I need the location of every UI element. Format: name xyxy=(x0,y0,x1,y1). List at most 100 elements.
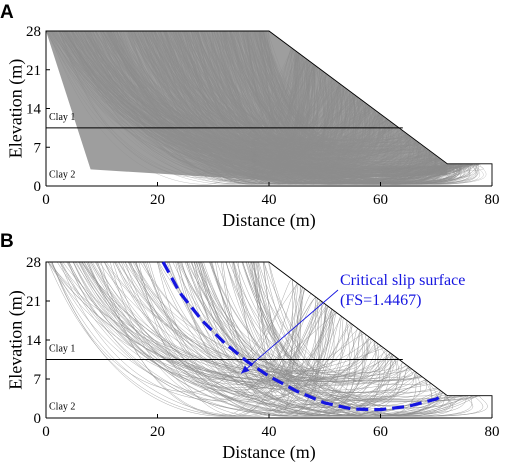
trial-slip-surface xyxy=(253,31,455,180)
layer-label-clay2: Clay 2 xyxy=(49,170,75,181)
trial-slip-surface xyxy=(106,262,389,375)
trial-slip-surface xyxy=(242,262,391,384)
trial-slip-surface xyxy=(88,262,365,390)
trial-slip-surface xyxy=(237,262,305,393)
trial-slip-surface xyxy=(190,262,409,409)
y-axis-label: Elevation (m) xyxy=(5,59,26,158)
y-tick-label: 14 xyxy=(26,102,42,118)
trial-slip-surface xyxy=(58,31,301,167)
trial-slip-surface xyxy=(254,31,423,177)
trial-slip-surface xyxy=(58,31,425,157)
trial-slip-surface xyxy=(258,262,479,415)
trial-slip-surface xyxy=(99,31,347,185)
trial-slip-surface xyxy=(268,31,331,152)
trial-slip-surface xyxy=(163,31,487,185)
trial-slip-surface xyxy=(100,262,298,416)
trial-slip-surface xyxy=(201,262,348,415)
trial-slip-surface xyxy=(134,262,365,379)
y-tick-label: 14 xyxy=(26,333,42,349)
trial-slip-surface xyxy=(104,262,370,414)
trial-slip-surface xyxy=(95,31,480,185)
trial-slip-surface xyxy=(209,31,408,185)
trial-slip-surface xyxy=(209,262,394,380)
x-tick-label: 60 xyxy=(373,192,388,208)
y-tick-label: 0 xyxy=(34,179,42,195)
trial-slip-surface xyxy=(231,262,337,396)
trial-slip-surface xyxy=(143,31,331,175)
trial-slip-surface xyxy=(134,31,303,174)
trial-slip-surface xyxy=(186,262,473,417)
trial-slip-surface xyxy=(257,262,302,414)
trial-slip-surface xyxy=(80,31,361,185)
trial-slip-surface xyxy=(181,262,358,417)
trial-slip-surface xyxy=(253,262,303,372)
trial-slip-surface xyxy=(51,262,325,417)
trial-slip-surface xyxy=(197,31,301,163)
trial-slip-surface xyxy=(116,262,416,409)
trial-slip-surface xyxy=(268,262,391,385)
x-tick-label: 60 xyxy=(373,424,388,440)
panel-letter-b: B xyxy=(0,231,14,252)
trial-slip-surface xyxy=(90,262,475,417)
trial-slip-surface xyxy=(200,31,391,152)
trial-slip-surface xyxy=(135,31,395,185)
x-axis-label: Distance (m) xyxy=(222,442,315,463)
trial-slip-surface xyxy=(65,31,388,185)
trial-slip-surface xyxy=(46,31,422,180)
y-tick-label: 28 xyxy=(26,24,41,40)
trial-slip-surface xyxy=(192,31,416,163)
trial-slip-surface xyxy=(145,262,306,383)
trial-slip-surface xyxy=(175,31,455,185)
x-tick-label: 20 xyxy=(150,192,165,208)
trial-slip-surface xyxy=(193,31,410,144)
trial-slip-surface xyxy=(59,262,317,401)
trial-slip-surface xyxy=(78,31,341,153)
trial-slip-surface xyxy=(79,31,318,154)
trial-slip-surface xyxy=(153,31,473,185)
trial-slip-surface xyxy=(108,31,352,174)
trial-slip-surface xyxy=(222,31,410,183)
trial-slip-surface xyxy=(180,31,377,153)
trial-slip-surface xyxy=(192,31,339,174)
trial-slip-surface xyxy=(145,31,312,146)
annotation-title: Critical slip surface xyxy=(340,272,465,289)
trial-slip-surface xyxy=(245,31,315,152)
trial-slip-surface xyxy=(128,262,396,374)
trial-slip-surface xyxy=(245,262,398,407)
trial-slip-surface xyxy=(114,262,299,385)
axes: 0 20 40 60 80 0 7 14 21 28 xyxy=(26,255,500,440)
trial-slip-surface xyxy=(186,262,374,380)
trial-slip-surface xyxy=(134,31,333,166)
trial-slip-surface xyxy=(72,31,471,185)
trial-slip-surface xyxy=(189,31,301,179)
trial-slip-surface xyxy=(91,31,430,155)
x-tick-label: 40 xyxy=(262,424,277,440)
annotation-arrowhead xyxy=(241,365,250,374)
trial-slip-surface xyxy=(63,31,388,154)
trial-slip-surface xyxy=(48,262,416,379)
x-axis-label: Distance (m) xyxy=(222,210,315,231)
trial-slip-surface xyxy=(104,262,343,387)
trial-slip-surface xyxy=(116,31,311,180)
trial-slip-surface xyxy=(268,262,470,417)
trial-slip-surface xyxy=(116,31,307,181)
trial-slip-surface xyxy=(116,31,395,160)
trial-slip-surface xyxy=(247,31,375,174)
trial-slip-surface xyxy=(201,262,442,417)
trial-slip-surface xyxy=(58,31,394,185)
trial-slip-surface xyxy=(253,262,299,398)
trial-slip-surface xyxy=(118,262,423,382)
trial-slip-surface xyxy=(196,262,361,416)
trial-slip-surface xyxy=(248,262,452,417)
trial-slip-surfaces xyxy=(47,262,488,417)
trial-slip-surface xyxy=(64,31,351,171)
x-tick-label: 0 xyxy=(42,424,50,440)
trial-slip-surface xyxy=(236,262,464,400)
y-axis-label: Elevation (m) xyxy=(5,290,26,389)
y-tick-label: 0 xyxy=(34,411,42,427)
trial-slip-surface xyxy=(149,262,329,411)
trial-slip-surface xyxy=(250,262,429,385)
trial-slip-surface xyxy=(213,31,337,148)
trial-slip-surface xyxy=(199,262,400,401)
trial-slip-surface xyxy=(194,262,293,407)
